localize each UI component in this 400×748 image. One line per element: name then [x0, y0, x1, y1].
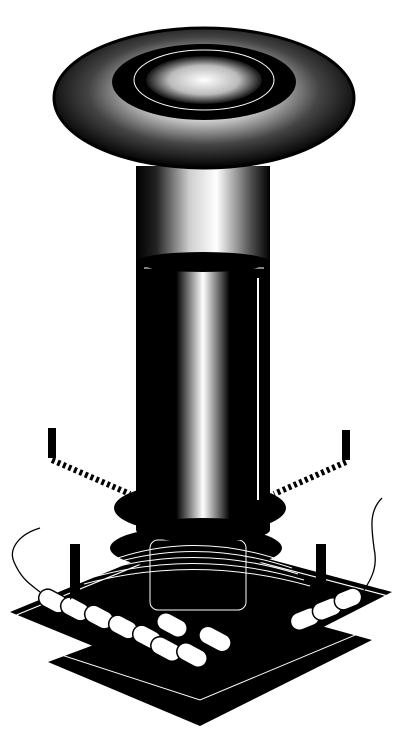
- secondary-tube: [136, 258, 270, 542]
- top-neck: [136, 166, 270, 272]
- toroid: [52, 26, 356, 170]
- left-post: [70, 544, 80, 590]
- right-lead-wire: [363, 497, 383, 591]
- capacitor-cylinder: [333, 587, 363, 611]
- right-strike-arm: [272, 432, 349, 497]
- base-posts: [70, 544, 326, 600]
- left-strike-arm: [49, 430, 132, 497]
- toroid-center: [146, 56, 262, 104]
- capacitor-cylinder: [176, 641, 208, 669]
- capacitor-cylinder: [198, 625, 232, 653]
- strike-rail: [48, 428, 350, 497]
- capacitor-bank: [37, 587, 363, 669]
- right-post: [316, 544, 326, 590]
- upper-plate: [10, 538, 392, 690]
- left-lead-wire: [11, 527, 41, 593]
- capacitor-cylinder: [156, 611, 188, 639]
- lead-wires: [11, 497, 383, 593]
